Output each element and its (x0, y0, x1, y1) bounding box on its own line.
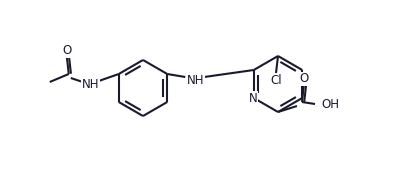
Text: Cl: Cl (270, 75, 282, 87)
Text: NH: NH (186, 75, 204, 87)
Text: O: O (62, 44, 71, 58)
Text: NH: NH (82, 79, 99, 92)
Text: O: O (300, 73, 309, 85)
Text: N: N (248, 92, 257, 104)
Text: OH: OH (321, 98, 339, 110)
